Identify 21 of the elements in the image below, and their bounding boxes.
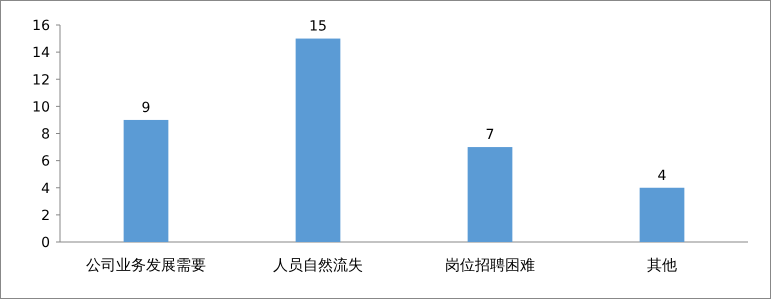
data-label: 9 [142,100,150,116]
y-tick-label: 14 [32,45,50,62]
y-tick-label: 2 [41,208,50,224]
data-label: 4 [658,168,667,184]
y-tick-label: 0 [41,235,50,251]
y-tick-label: 12 [32,72,50,88]
x-tick-label: 人员自然流失 [273,256,363,274]
bar [124,120,168,242]
data-label: 15 [309,18,327,35]
y-tick-label: 8 [41,126,50,142]
bar [640,188,684,242]
bar [468,147,512,242]
y-tick-label: 4 [41,180,50,197]
y-tick-label: 6 [41,154,50,170]
y-tick-label: 16 [32,18,50,34]
y-tick-label: 10 [32,99,50,116]
data-label: 7 [486,127,494,144]
x-tick-label: 岗位招聘困难 [445,256,535,274]
x-tick-label: 其他 [647,256,677,274]
x-tick-label: 公司业务发展需要 [86,256,206,274]
bar [296,38,340,242]
